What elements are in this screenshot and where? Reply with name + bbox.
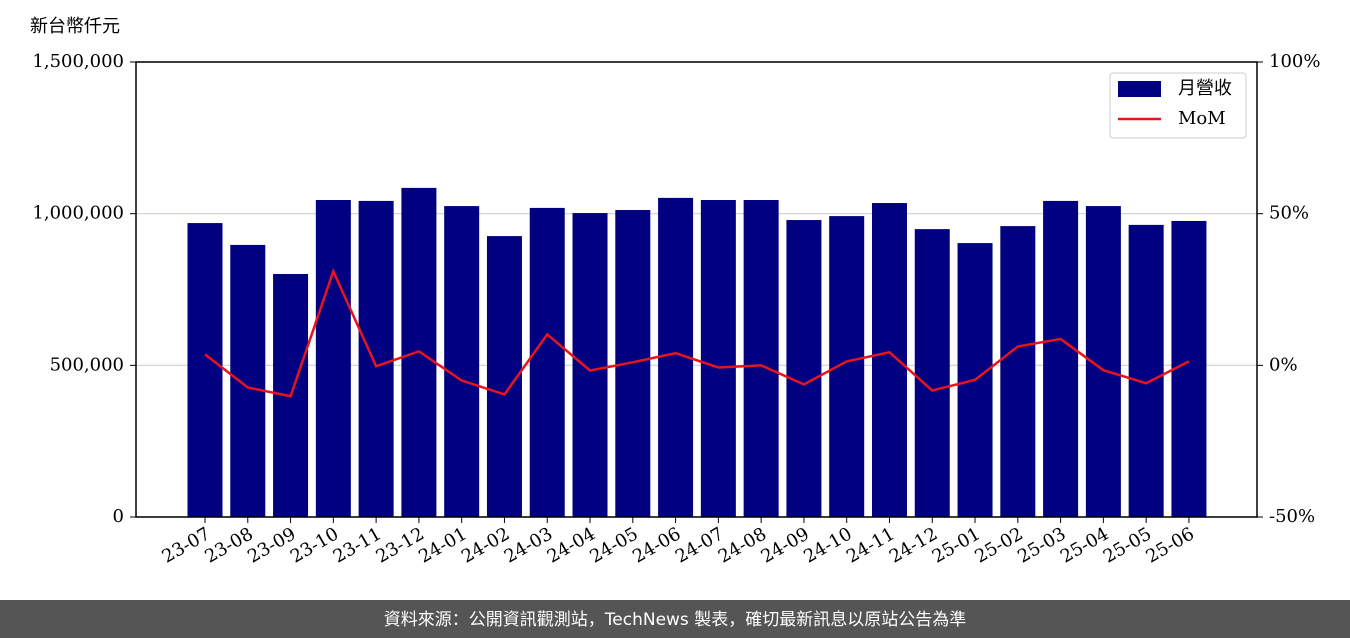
bar: [743, 200, 779, 517]
x-tick-label: 23-09: [244, 523, 299, 567]
bar: [572, 213, 608, 517]
x-tick-label: 24-07: [672, 523, 727, 567]
bar: [700, 200, 736, 517]
bar: [914, 229, 950, 518]
bar: [829, 216, 865, 518]
bar: [230, 244, 266, 517]
bar: [1043, 200, 1079, 517]
y2-tick-label: -50%: [1269, 506, 1315, 527]
footer-text: 資料來源：公開資訊觀測站，TechNews 製表，確切最新訊息以原站公告為準: [384, 610, 966, 630]
x-tick-label: 25-01: [929, 523, 984, 567]
x-tick-label: 24-08: [715, 523, 770, 567]
bar: [444, 206, 480, 518]
x-tick-label: 23-12: [372, 523, 427, 567]
y-tick-label: 1,500,000: [32, 51, 124, 72]
x-tick-label: 24-02: [458, 523, 513, 567]
x-tick-label: 23-07: [159, 523, 214, 567]
bar: [1171, 220, 1207, 518]
x-tick-label: 24-12: [886, 523, 941, 567]
y-tick-label: 500,000: [50, 354, 124, 375]
plot-frame: [135, 61, 1258, 518]
x-tick-label: 24-05: [586, 523, 641, 567]
y-tick-label: 0: [113, 506, 124, 527]
x-tick-label: 24-09: [757, 523, 812, 567]
x-tick-label: 24-10: [800, 523, 855, 567]
x-tick-label: 24-03: [501, 523, 556, 567]
y-tick-label: 1,000,000: [32, 203, 124, 224]
y-axis-label: 新台幣仟元: [30, 16, 120, 37]
x-tick-label: 24-04: [544, 523, 599, 567]
mom-line: [204, 267, 1190, 398]
x-tick-label: 24-01: [415, 523, 470, 567]
bar: [1128, 224, 1164, 517]
bar: [358, 200, 394, 517]
y2-tick-label: 0%: [1269, 354, 1298, 375]
y2-tick-label: 50%: [1269, 203, 1309, 224]
x-tick-label: 23-08: [201, 523, 256, 567]
bar: [529, 207, 565, 518]
bar: [315, 200, 351, 517]
legend-label: 月營收: [1178, 78, 1232, 99]
x-tick-label: 25-03: [1014, 523, 1069, 567]
bar: [1000, 226, 1036, 517]
bar: [786, 220, 822, 517]
x-tick-label: 23-10: [287, 523, 342, 567]
x-tick-label: 24-06: [629, 523, 684, 567]
footer-bar: [0, 600, 1350, 638]
legend-swatch: [1118, 81, 1161, 97]
legend-label: MoM: [1178, 108, 1226, 129]
x-tick-label: 25-04: [1057, 523, 1112, 567]
bar: [187, 223, 223, 517]
y2-tick-label: 100%: [1269, 51, 1320, 72]
x-tick-label: 25-02: [971, 523, 1026, 567]
bar: [871, 203, 907, 518]
x-tick-label: 24-11: [843, 523, 898, 567]
x-tick-label: 23-11: [330, 523, 385, 567]
x-tick-label: 25-06: [1143, 523, 1198, 567]
x-tick-label: 25-05: [1100, 523, 1155, 567]
